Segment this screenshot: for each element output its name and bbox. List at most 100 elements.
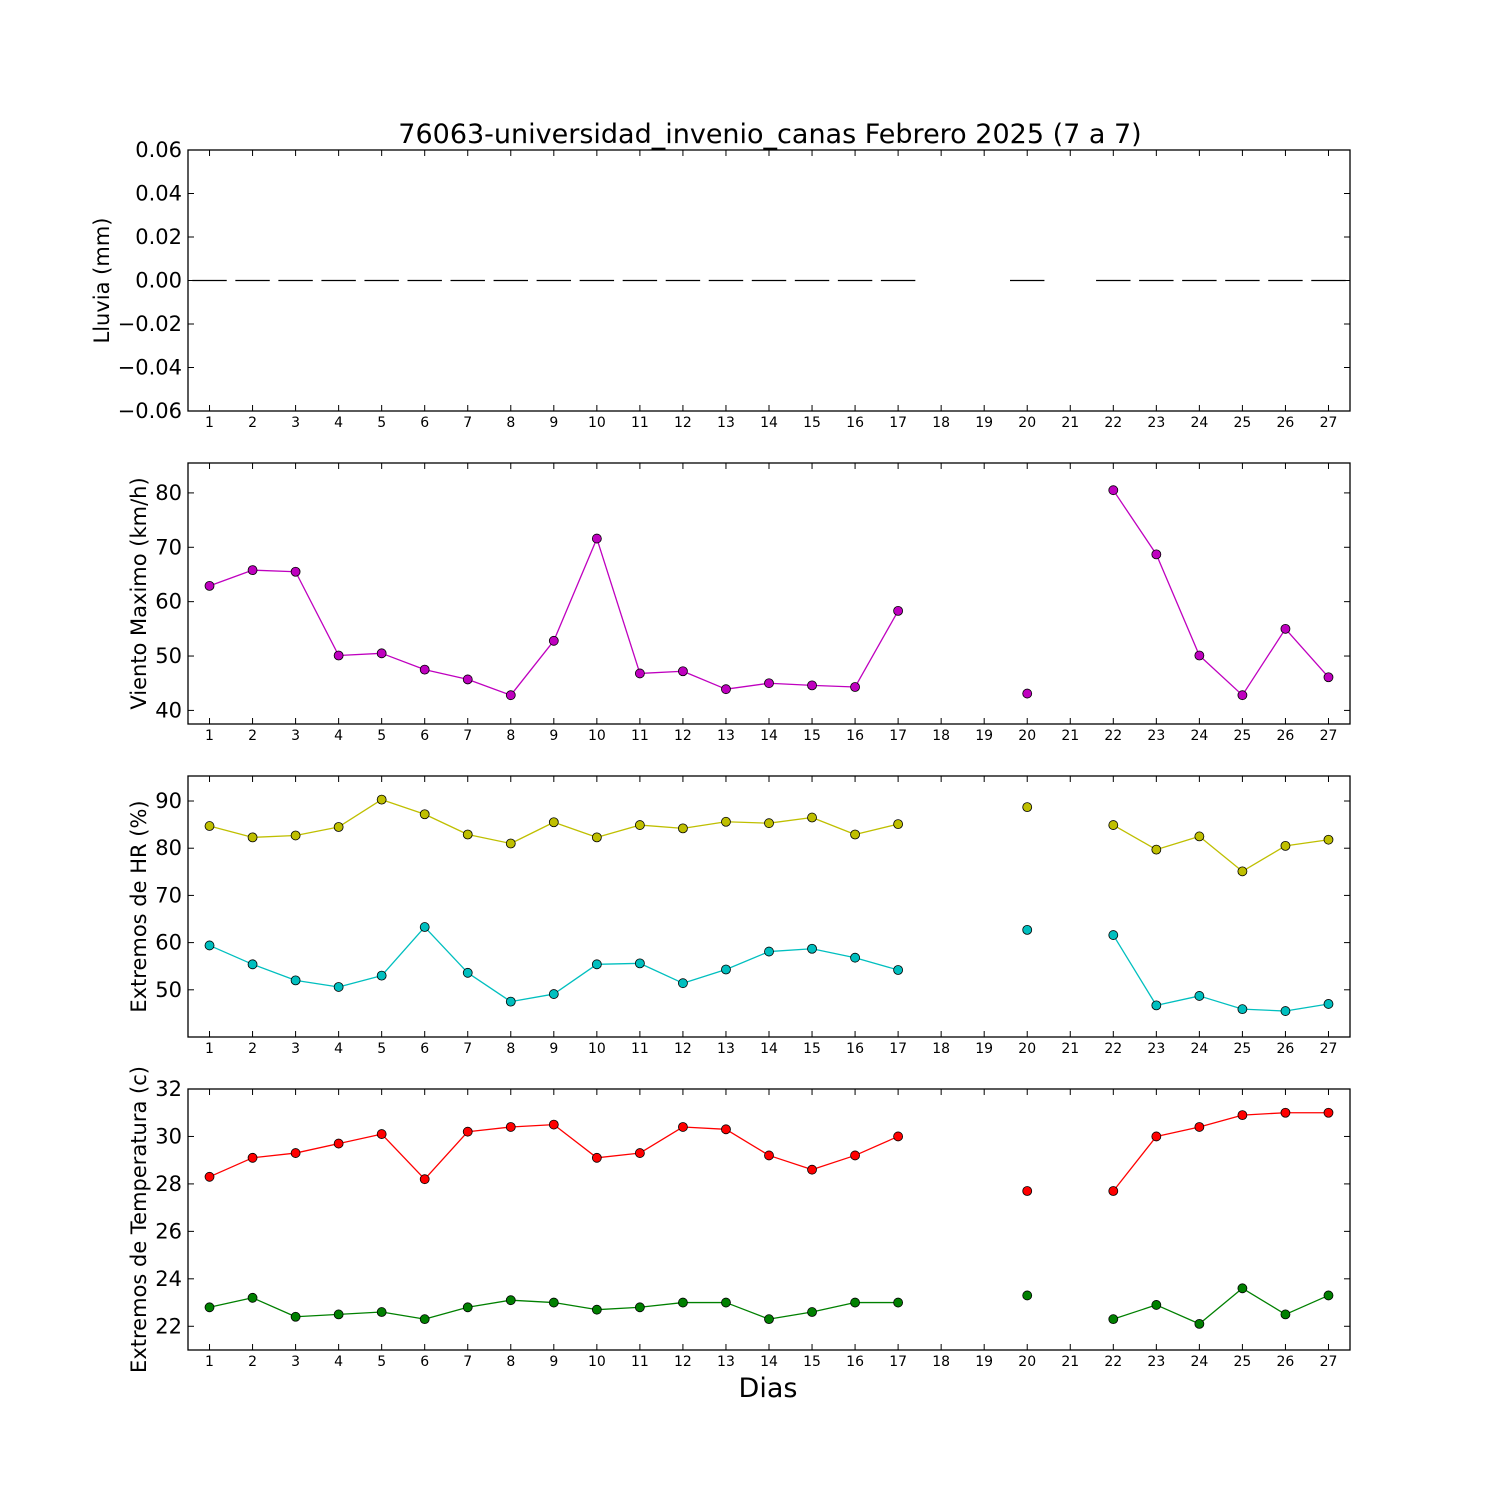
x-tick-label: 1 xyxy=(205,1041,214,1057)
data-point xyxy=(1022,688,1033,699)
data-point xyxy=(850,682,860,692)
data-point xyxy=(678,823,688,834)
data-point xyxy=(333,1309,344,1320)
chart-title: 76063-universidad_invenio_canas Febrero … xyxy=(398,119,1141,150)
x-tick-label: 26 xyxy=(1277,1354,1295,1370)
series-line xyxy=(1112,824,1157,851)
x-tick-label: 26 xyxy=(1277,728,1295,744)
x-tick-label: 7 xyxy=(463,728,472,744)
series-line xyxy=(1199,995,1243,1010)
series-line xyxy=(1198,835,1243,872)
x-tick-label: 25 xyxy=(1233,1354,1251,1370)
series-line xyxy=(1198,655,1243,696)
series-line xyxy=(768,682,813,687)
y-tick-label: 24 xyxy=(155,1267,182,1291)
series-line xyxy=(1285,1294,1329,1316)
y-tick-label: 90 xyxy=(155,789,182,813)
series-line xyxy=(510,1123,554,1128)
x-tick-label: 27 xyxy=(1320,1041,1338,1057)
x-tick-label: 10 xyxy=(588,415,606,431)
series-line xyxy=(553,963,598,995)
series-line xyxy=(338,1311,382,1316)
x-tick-label: 6 xyxy=(420,1354,429,1370)
data-point xyxy=(678,1122,688,1132)
data-point xyxy=(290,1148,301,1158)
x-tick-label: 9 xyxy=(549,1354,558,1370)
data-point xyxy=(376,1129,387,1139)
data-point xyxy=(548,989,559,999)
x-tick-label: 22 xyxy=(1104,728,1122,744)
data-point xyxy=(893,965,904,975)
series-line xyxy=(639,824,683,830)
data-point xyxy=(721,1297,731,1308)
series-line xyxy=(639,1301,683,1308)
series-line xyxy=(1155,554,1200,656)
data-point xyxy=(764,946,774,957)
series-line xyxy=(209,1297,253,1308)
data-point xyxy=(333,650,344,661)
x-tick-label: 6 xyxy=(420,728,429,744)
data-point xyxy=(850,829,860,840)
data-point xyxy=(721,964,731,975)
series-line xyxy=(295,1313,339,1318)
x-tick-label: 12 xyxy=(674,1354,692,1370)
x-tick-label: 13 xyxy=(717,728,735,744)
data-point xyxy=(1151,1000,1162,1011)
data-point xyxy=(1323,672,1334,683)
series-line xyxy=(381,798,425,815)
x-tick-label: 19 xyxy=(975,728,993,744)
data-point xyxy=(634,820,645,830)
x-tick-label: 9 xyxy=(549,1041,558,1057)
x-tick-label: 23 xyxy=(1147,415,1165,431)
data-point xyxy=(204,1171,215,1182)
series-line xyxy=(854,823,899,836)
series-line xyxy=(596,538,641,674)
series-line xyxy=(768,948,813,953)
data-point xyxy=(247,565,258,576)
x-tick-label: 14 xyxy=(760,1354,778,1370)
x-tick-label: 27 xyxy=(1320,1354,1338,1370)
y-tick-label: 0.06 xyxy=(135,138,182,162)
series-line xyxy=(467,1299,511,1308)
x-tick-label: 16 xyxy=(846,728,864,744)
y-tick-label: 0.04 xyxy=(135,182,182,206)
data-point xyxy=(548,817,559,828)
series-line xyxy=(381,652,425,671)
x-tick-label: 27 xyxy=(1320,728,1338,744)
series-line xyxy=(682,670,727,690)
x-tick-label: 26 xyxy=(1277,415,1295,431)
data-point xyxy=(1108,485,1119,496)
data-point xyxy=(764,678,774,689)
series-line xyxy=(467,833,511,845)
data-point xyxy=(548,635,559,646)
x-tick-label: 5 xyxy=(377,1354,386,1370)
series-line xyxy=(1112,1136,1157,1192)
data-point xyxy=(591,533,602,544)
x-tick-label: 14 xyxy=(760,415,778,431)
series-line xyxy=(682,1126,726,1130)
x-tick-label: 24 xyxy=(1190,728,1208,744)
data-point xyxy=(548,1297,559,1308)
x-tick-label: 1 xyxy=(205,415,214,431)
x-tick-label: 18 xyxy=(932,728,950,744)
data-point xyxy=(290,830,301,841)
series-line xyxy=(1285,839,1329,847)
x-tick-label: 16 xyxy=(846,415,864,431)
x-tick-label: 15 xyxy=(803,1041,821,1057)
series-line xyxy=(467,972,512,1003)
series-line xyxy=(854,957,899,971)
data-point xyxy=(1108,1314,1119,1325)
y-tick-label: 50 xyxy=(155,978,182,1002)
x-tick-label: 24 xyxy=(1190,1354,1208,1370)
x-tick-label: 11 xyxy=(631,728,649,744)
series-line xyxy=(209,825,253,838)
data-point xyxy=(721,816,731,827)
y-tick-label: −0.06 xyxy=(118,399,182,423)
x-tick-label: 21 xyxy=(1061,415,1079,431)
data-point xyxy=(1151,1300,1162,1310)
x-tick-label: 11 xyxy=(631,415,649,431)
y-axis-label: Extremos de Temperatura (c) xyxy=(127,1066,151,1373)
data-point xyxy=(419,809,430,820)
series-line xyxy=(811,1301,856,1313)
